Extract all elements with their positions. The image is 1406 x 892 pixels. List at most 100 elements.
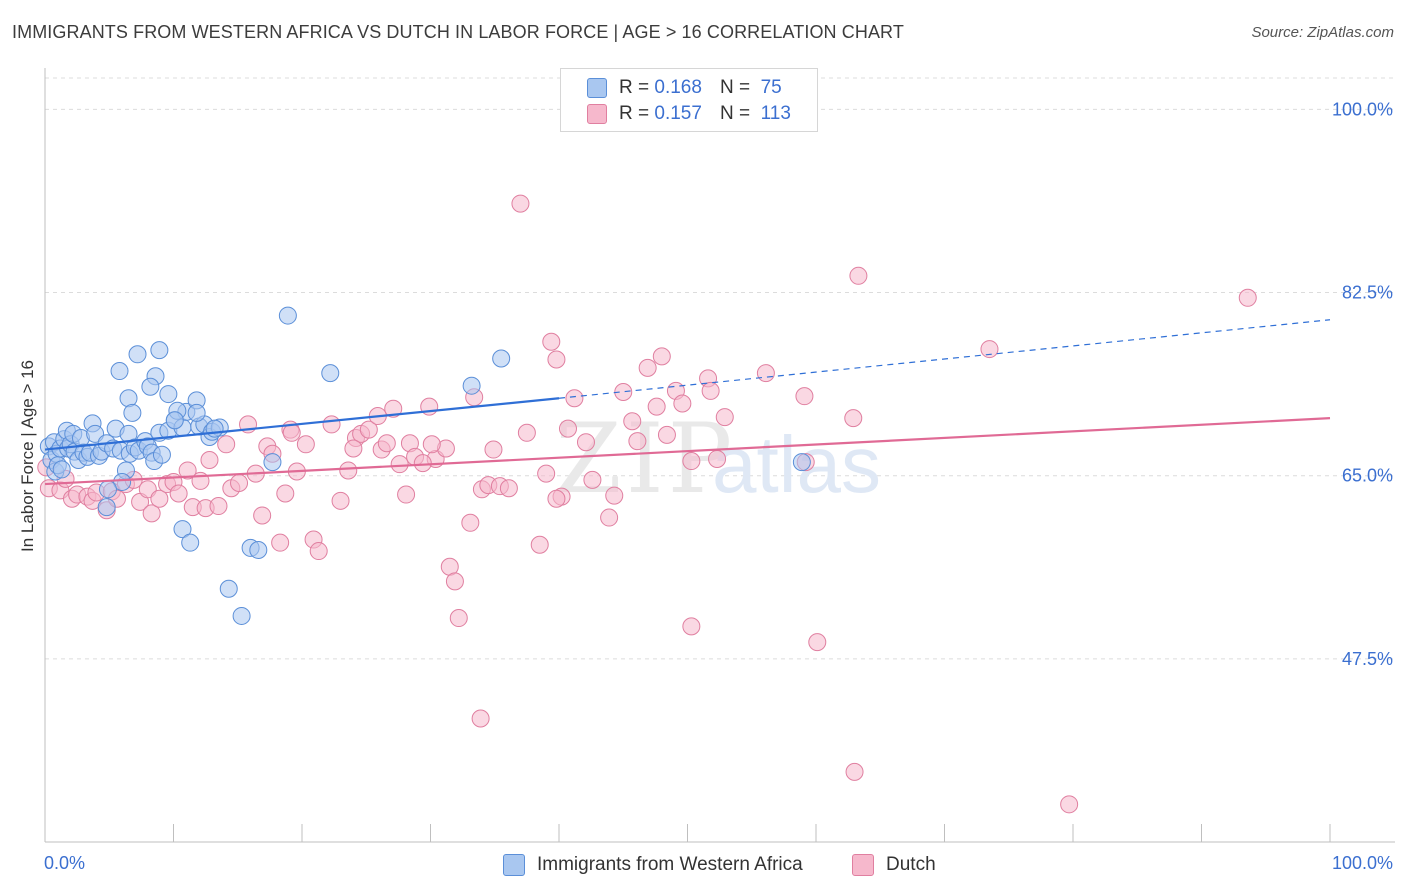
trend-line-extension-0 xyxy=(558,319,1331,399)
x-tick-label-0: 0.0% xyxy=(44,853,85,873)
immigrant-point-59 xyxy=(165,411,184,430)
dutch-point-52 xyxy=(397,485,416,504)
immigrant-point-7 xyxy=(52,460,71,479)
grid-lines xyxy=(45,77,1395,660)
dutch-point-90 xyxy=(701,381,720,400)
dutch-point-69 xyxy=(537,464,556,483)
immigrant-point-54 xyxy=(123,403,142,422)
dutch-point-39 xyxy=(296,435,315,454)
dutch-points xyxy=(37,194,1257,814)
stats-legend: R = 0.168 N = 75 R = 0.157 N = 113 xyxy=(560,68,818,132)
legend-row-dutch: R = 0.157 N = 113 xyxy=(587,102,791,126)
dutch-point-59 xyxy=(445,572,464,591)
immigrant-point-38 xyxy=(152,445,171,464)
dutch-point-104 xyxy=(1060,795,1079,814)
immigrant-point-49 xyxy=(128,345,147,364)
immigrant-point-57 xyxy=(187,403,206,422)
tick-labels: 47.5% 65.0% 82.5% 100.0% 0.0% 100.0% xyxy=(44,99,1393,873)
dutch-point-83 xyxy=(647,397,666,416)
dutch-point-35 xyxy=(271,533,290,552)
dutch-point-88 xyxy=(682,452,701,471)
legend-row-immigrants: R = 0.168 N = 75 xyxy=(587,76,782,100)
dutch-point-32 xyxy=(253,506,272,525)
legend-r-label: R = xyxy=(619,103,650,124)
immigrant-point-61 xyxy=(181,533,200,552)
immigrant-point-68 xyxy=(321,364,340,383)
dutch-point-75 xyxy=(576,433,595,452)
immigrant-point-67 xyxy=(263,453,282,472)
dutch-point-87 xyxy=(673,394,692,413)
dutch-point-70 xyxy=(542,332,561,351)
dutch-point-71 xyxy=(547,350,566,369)
legend-swatch-immigrants xyxy=(587,78,607,98)
dutch-point-27 xyxy=(217,435,236,454)
dutch-point-16 xyxy=(142,504,161,523)
dutch-point-97 xyxy=(844,409,863,428)
trend-lines xyxy=(44,319,1331,486)
dutch-point-91 xyxy=(708,449,727,468)
immigrant-point-70 xyxy=(492,349,511,368)
dutch-point-29 xyxy=(230,474,249,493)
bottom-legend-dutch: Dutch xyxy=(852,852,936,878)
dutch-point-66 xyxy=(499,479,518,498)
immigrant-point-71 xyxy=(792,453,811,472)
bottom-legend-label-immigrants: Immigrants from Western Africa xyxy=(537,854,803,875)
source-label: Source: ZipAtlas.com xyxy=(1251,24,1394,41)
immigrant-point-60 xyxy=(173,520,192,539)
immigrant-point-28 xyxy=(113,472,132,491)
bottom-legend-swatch-dutch xyxy=(852,854,874,876)
dutch-point-64 xyxy=(484,440,503,459)
dutch-point-44 xyxy=(339,461,358,480)
dutch-point-76 xyxy=(583,470,602,489)
immigrant-point-74 xyxy=(97,498,116,517)
y-tick-label-2: 82.5% xyxy=(1342,283,1393,303)
dutch-point-96 xyxy=(808,633,827,652)
immigrant-point-50 xyxy=(150,341,169,360)
immigrant-point-63 xyxy=(232,606,251,625)
dutch-point-112 xyxy=(377,434,396,453)
dutch-point-105 xyxy=(547,489,566,508)
dutch-point-107 xyxy=(282,423,301,442)
y-tick-label-3: 100.0% xyxy=(1332,99,1393,119)
dutch-point-43 xyxy=(331,491,350,510)
dutch-point-42 xyxy=(322,415,341,434)
dutch-point-98 xyxy=(849,266,868,285)
dutch-point-17 xyxy=(150,489,169,508)
legend-swatch-dutch xyxy=(587,104,607,124)
legend-n-value-immigrants: 75 xyxy=(760,77,782,98)
immigrant-point-72 xyxy=(205,419,224,438)
dutch-point-77 xyxy=(600,508,619,527)
dutch-point-51 xyxy=(390,455,409,474)
dutch-point-41 xyxy=(309,542,328,561)
dutch-point-79 xyxy=(614,382,633,401)
immigrant-point-73 xyxy=(98,480,117,499)
dutch-point-73 xyxy=(558,419,577,438)
dutch-point-50 xyxy=(384,399,403,418)
dutch-point-103 xyxy=(845,762,864,781)
immigrant-point-62 xyxy=(219,579,238,598)
immigrant-point-69 xyxy=(462,376,481,395)
dutch-point-25 xyxy=(200,451,219,469)
immigrant-point-66 xyxy=(278,306,297,325)
dutch-point-21 xyxy=(178,461,197,480)
immigrant-point-55 xyxy=(159,385,178,404)
dutch-point-94 xyxy=(795,387,814,406)
dutch-point-68 xyxy=(530,535,549,554)
dutch-point-78 xyxy=(605,486,624,505)
bottom-legend-label-dutch: Dutch xyxy=(886,854,936,875)
dutch-point-99 xyxy=(980,340,999,359)
dutch-point-20 xyxy=(169,484,188,503)
y-tick-label-1: 65.0% xyxy=(1342,466,1393,486)
dutch-point-92 xyxy=(715,408,734,427)
dutch-point-81 xyxy=(628,432,647,451)
y-tick-label-0: 47.5% xyxy=(1342,649,1393,669)
bottom-legend-immigrants: Immigrants from Western Africa xyxy=(503,852,803,878)
legend-r-label: R = xyxy=(619,77,650,98)
dutch-point-61 xyxy=(461,513,480,532)
immigrant-point-65 xyxy=(249,541,268,560)
dutch-point-101 xyxy=(471,709,490,728)
legend-n-label: N = xyxy=(719,103,751,124)
legend-n-value-dutch: 113 xyxy=(760,103,791,124)
dutch-point-36 xyxy=(276,484,295,503)
